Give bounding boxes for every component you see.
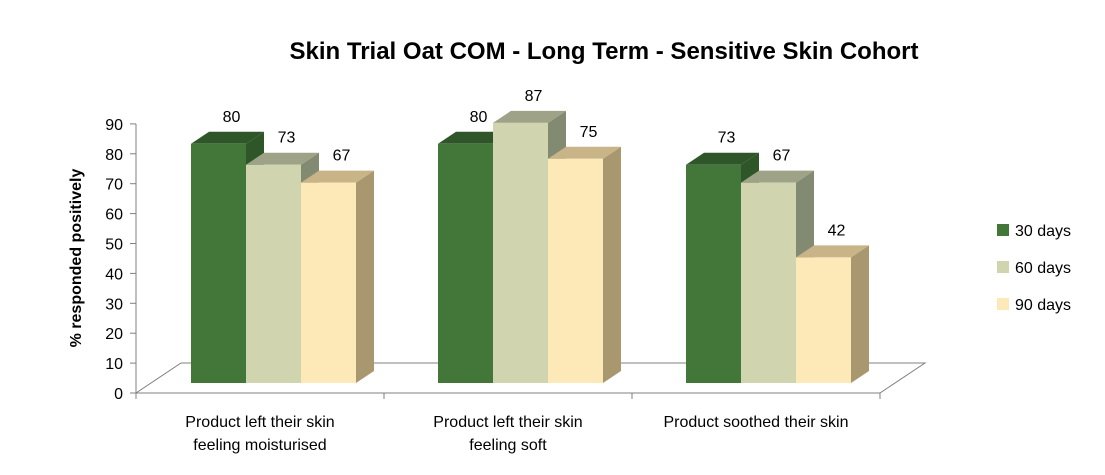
legend-label: 60 days (1015, 260, 1071, 277)
bar-front (741, 182, 796, 383)
x-category-label: Product left their skin feeling soft (433, 414, 582, 454)
data-label: 80 (470, 109, 488, 126)
y-tick-label: 80 (105, 147, 123, 164)
y-tick-label: 60 (105, 207, 123, 224)
bar-top (438, 131, 511, 144)
x-category-label: Product left their skin feeling moisturis… (185, 414, 334, 454)
bar-side (603, 146, 621, 383)
bar-front (191, 143, 246, 383)
legend-swatch (997, 298, 1009, 310)
legend-item: 60 days (997, 260, 1071, 277)
y-axis: 0 10 20 30 40 50 60 70 80 90 (105, 117, 137, 403)
y-tick-label: 10 (105, 356, 123, 373)
bar-side (851, 245, 869, 383)
data-label: 75 (580, 124, 598, 141)
x-axis: Product left their skin feeling moisturis… (135, 392, 881, 454)
chart-title: Skin Trial Oat COM - Long Term - Sensiti… (290, 38, 919, 65)
bar-top (191, 131, 264, 144)
bar (301, 170, 374, 383)
data-labels-group: 80 73 67 80 87 75 73 67 42 (223, 88, 846, 240)
bar (796, 245, 869, 383)
bar-front (301, 182, 356, 383)
bar-side (356, 170, 374, 383)
y-tick-label: 0 (114, 386, 123, 403)
x-category-label: Product soothed their skin (664, 414, 849, 431)
y-tick-label: 20 (105, 326, 123, 343)
legend-label: 30 days (1015, 223, 1071, 240)
data-label: 87 (525, 88, 543, 105)
bar-top (686, 152, 759, 165)
bar-front (438, 143, 493, 383)
bar-front (548, 158, 603, 383)
legend-item: 30 days (997, 223, 1071, 240)
data-label: 73 (278, 130, 296, 147)
data-label: 67 (773, 148, 791, 165)
y-tick-label: 40 (105, 266, 123, 283)
y-tick-label: 70 (105, 177, 123, 194)
bar-top (246, 152, 319, 165)
legend-swatch (997, 261, 1009, 273)
data-label: 67 (333, 148, 351, 165)
data-label: 80 (223, 109, 241, 126)
y-tick-label: 50 (105, 237, 123, 254)
legend-item: 90 days (997, 297, 1071, 314)
bar-top (493, 110, 566, 123)
bar-top (796, 245, 869, 258)
bar-front (796, 257, 851, 383)
y-tick-label: 90 (105, 117, 123, 134)
bar-top (301, 170, 374, 183)
data-label: 42 (828, 222, 846, 239)
y-tick-label: 30 (105, 296, 123, 313)
legend-swatch (997, 224, 1009, 236)
bars-group (191, 110, 869, 384)
legend: 30 days 60 days 90 days (997, 223, 1071, 314)
y-axis-label: % responded positively (68, 169, 85, 348)
bar-front (246, 164, 301, 383)
legend-label: 90 days (1015, 297, 1071, 314)
bar (548, 146, 621, 383)
data-label: 73 (718, 130, 736, 147)
bar-front (493, 122, 548, 384)
bar-top (548, 146, 621, 159)
bar-top (741, 170, 814, 183)
bar-front (686, 164, 741, 383)
